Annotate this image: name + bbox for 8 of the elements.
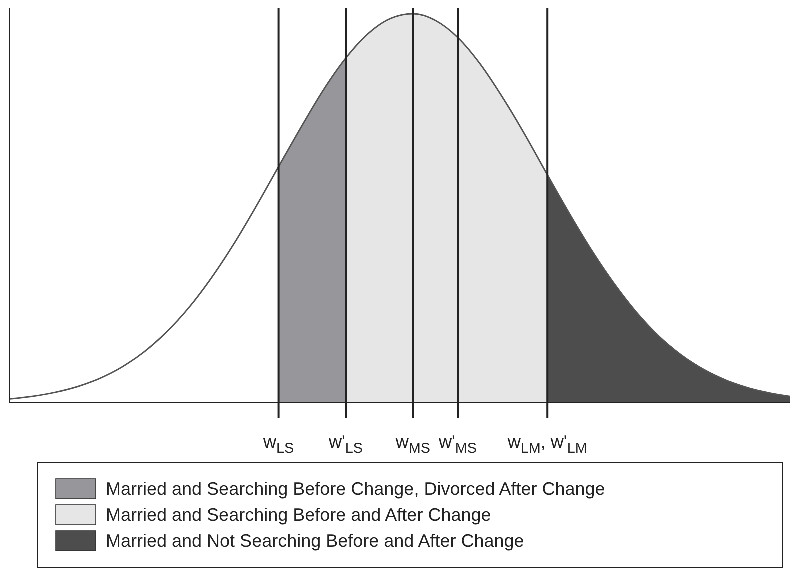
x-tick-label: w$_{MS}$ bbox=[394, 432, 430, 457]
legend-label: Married and Not Searching Before and After Change bbox=[106, 531, 524, 551]
legend-label: Married and Searching Before and After Change bbox=[106, 505, 492, 525]
legend-label: Married and Searching Before Change, Divorced After Change bbox=[106, 479, 606, 499]
x-tick-label: w'$_{LS}$ bbox=[328, 432, 364, 457]
x-tick-label: w$_{LM}$, w'$_{LM}$ bbox=[506, 432, 588, 457]
x-tick-label: w$_{LS}$ bbox=[262, 432, 294, 457]
x-tick-label: w'$_{MS}$ bbox=[438, 432, 478, 457]
